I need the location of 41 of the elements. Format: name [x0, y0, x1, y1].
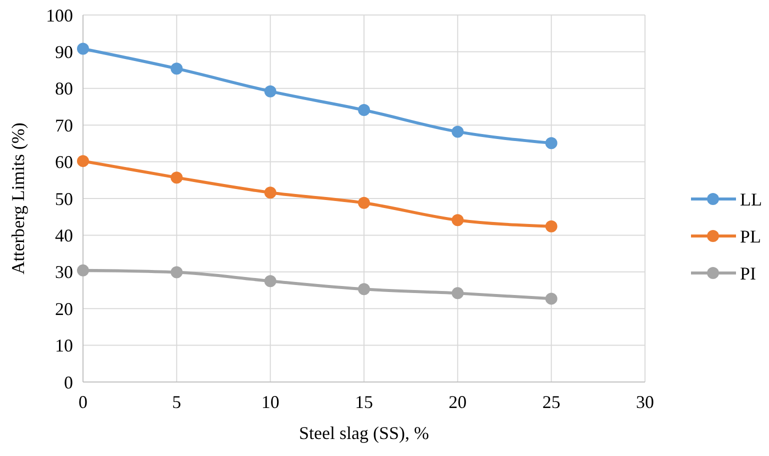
point [77, 155, 89, 168]
point [170, 172, 183, 184]
x-tick-label: 5 [172, 392, 182, 412]
x-tick-label: 25 [542, 392, 560, 412]
point [264, 275, 276, 288]
y-axis-title: Atterberg Limits (%) [8, 122, 28, 274]
legend-label: PL [740, 226, 762, 246]
point [358, 283, 370, 296]
y-tick-label: 10 [55, 336, 73, 356]
x-tick-label: 15 [355, 392, 373, 412]
legend-label: LL [740, 189, 762, 210]
point [77, 42, 89, 55]
x-tick-label: 10 [261, 392, 280, 412]
point [452, 126, 464, 138]
y-tick-label: 0 [64, 372, 73, 392]
point [358, 196, 370, 209]
point [170, 266, 183, 278]
point [264, 85, 276, 98]
y-tick-label: 100 [46, 5, 73, 26]
point [545, 292, 558, 305]
point [358, 104, 370, 116]
point [452, 287, 464, 300]
y-tick-label: 70 [55, 115, 73, 136]
point [77, 264, 89, 276]
x-tick-label: 0 [78, 392, 88, 412]
x-axis-title: Steel slag (SS), % [299, 423, 429, 443]
x-tick-label: 20 [448, 392, 467, 412]
y-tick-label: 50 [55, 188, 73, 209]
y-tick-label: 20 [55, 298, 73, 319]
y-tick-label: 40 [55, 226, 73, 246]
point [545, 220, 558, 232]
point [170, 62, 183, 75]
y-tick-label: 30 [55, 262, 73, 282]
y-tick-label: 80 [55, 78, 73, 99]
y-tick-label: 90 [55, 42, 73, 62]
y-tick-label: 60 [55, 152, 73, 172]
point [452, 214, 464, 226]
x-tick-label: 30 [636, 392, 654, 412]
point [545, 137, 558, 150]
point [264, 186, 276, 199]
legend-label: PI [740, 263, 756, 284]
